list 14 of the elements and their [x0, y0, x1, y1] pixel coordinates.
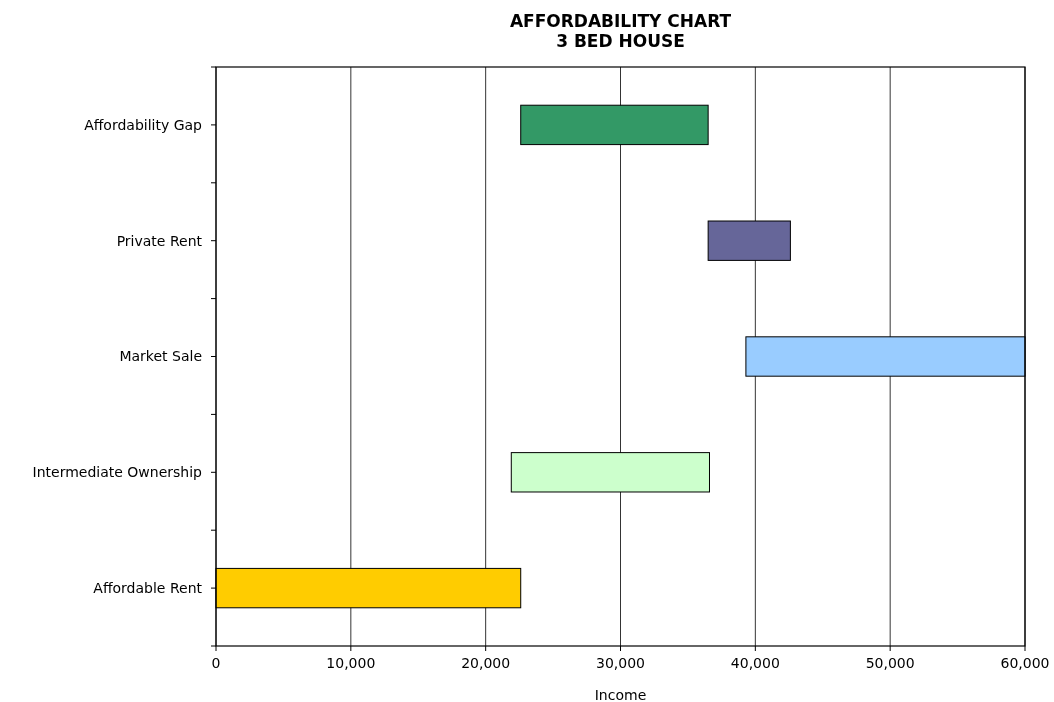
chart-title: AFFORDABILITY CHART 3 BED HOUSE	[509, 11, 732, 51]
x-tick-label: 0	[211, 655, 221, 671]
y-tick-label: Affordability Gap	[84, 116, 203, 133]
y-tick-label: Intermediate Ownership	[32, 464, 203, 481]
y-tick-label: Private Rent	[116, 232, 203, 249]
x-tick-label: 30,000	[596, 655, 645, 671]
x-axis-title: Income	[594, 687, 647, 702]
y-tick-label: Affordable Rent	[93, 580, 203, 596]
x-tick-label: 40,000	[730, 655, 780, 671]
x-tick-label: 20,000	[461, 655, 511, 671]
x-tick-label: 50,000	[865, 655, 915, 671]
y-tick-label: Market Sale	[119, 348, 202, 365]
x-tick-label: 10,000	[326, 655, 376, 671]
x-tick-label: 60,000	[1000, 655, 1050, 671]
